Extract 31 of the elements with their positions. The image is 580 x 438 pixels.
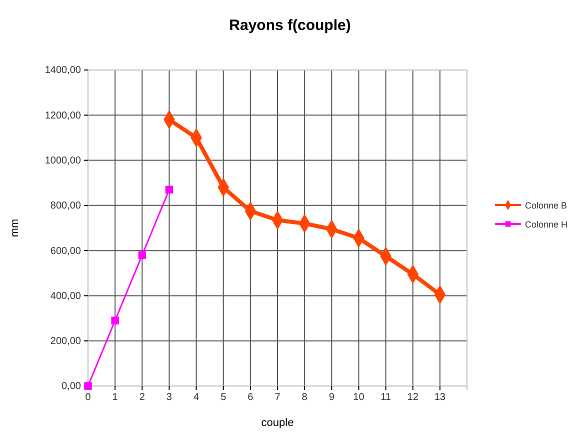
x-tick-label: 10 <box>353 392 365 404</box>
legend-label: Colonne H <box>525 220 568 230</box>
y-tick-label: 1400,00 <box>44 65 82 76</box>
x-tick-label: 7 <box>274 392 281 404</box>
legend-label: Colonne B <box>525 200 568 210</box>
chart-title: Rayons f(couple) <box>229 17 351 34</box>
x-tick-label: 0 <box>85 392 92 404</box>
y-tick-label: 1000,00 <box>44 155 82 166</box>
point <box>84 382 92 390</box>
point <box>165 186 174 194</box>
x-tick-label: 13 <box>434 392 446 404</box>
x-tick-label: 12 <box>407 392 419 404</box>
x-tick-label: 2 <box>139 392 146 404</box>
y-tick-label: 0,00 <box>62 381 82 392</box>
y-tick-label: 600,00 <box>50 246 82 257</box>
x-tick-label: 11 <box>380 392 392 404</box>
x-tick-label: 5 <box>220 392 227 404</box>
x-tick-label: 9 <box>328 392 335 404</box>
y-tick-label: 200,00 <box>50 336 82 348</box>
y-tick-label: 1200,00 <box>44 110 82 122</box>
x-tick-label: 4 <box>194 392 200 404</box>
x-tick-label: 8 <box>302 392 308 404</box>
y-tick-label: 400,00 <box>50 290 82 302</box>
x-axis-title: couple <box>261 417 294 429</box>
x-tick-label: 3 <box>166 392 172 404</box>
y-axis-title: mm <box>9 218 21 238</box>
point <box>111 316 119 324</box>
point <box>138 251 146 259</box>
x-tick-label: 6 <box>248 392 254 404</box>
y-tick-label: 800,00 <box>50 200 82 212</box>
x-tick-label: 1 <box>112 392 118 404</box>
